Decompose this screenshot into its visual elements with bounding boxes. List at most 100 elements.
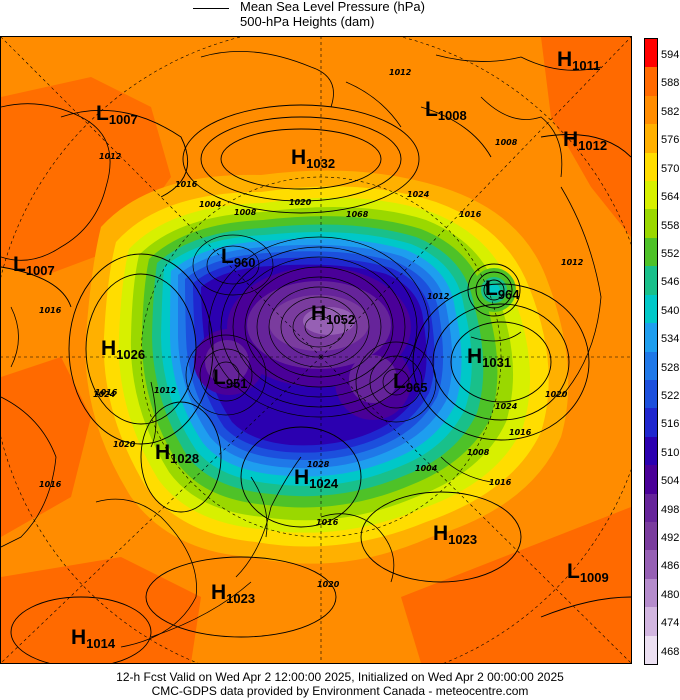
colorbar-swatch (645, 294, 657, 324)
height-486-core (303, 307, 355, 335)
colorbar-label: 480 (661, 588, 680, 601)
colorbar-swatch (645, 237, 657, 267)
colorbar-swatch (645, 266, 657, 296)
pressure-system: H1023 (211, 581, 256, 606)
forecast-map: 1012 1008 1016 1024 1004 1008 1020 1068 … (0, 36, 632, 664)
colorbar-label: 534 (661, 333, 680, 346)
pressure-system: L965 (393, 370, 428, 395)
isobar-label: 1024 (495, 402, 518, 411)
colorbar-swatch (645, 465, 657, 495)
pressure-system: L951 (213, 366, 248, 391)
colorbar-label: 504 (661, 475, 680, 488)
pressure-system: H1052 (311, 302, 356, 327)
legend-mslp-label: Mean Sea Level Pressure (hPa) (240, 0, 425, 14)
pressure-system: H1026 (101, 337, 146, 362)
pressure-system: L1008 (425, 98, 467, 123)
isobar-label: 1016 (489, 478, 512, 487)
colorbar-label: 552 (661, 247, 680, 260)
colorbar-label: 498 (661, 503, 680, 516)
isobar-label: 1008 (495, 138, 518, 147)
colorbar-label: 516 (661, 418, 680, 431)
graticule (1, 37, 631, 663)
isobar-label: 1012 (427, 292, 450, 301)
colorbar-label: 564 (661, 191, 680, 204)
colorbar-swatch (645, 39, 657, 68)
isobar-label: 1016 (95, 388, 118, 397)
colorbar-swatch (645, 408, 657, 438)
colorbar-swatch (645, 550, 657, 580)
map-legend: Mean Sea Level Pressure (hPa) 500-hPa He… (190, 0, 490, 32)
colorbar-swatch (645, 521, 657, 551)
isobar-line-key (193, 8, 229, 9)
isobar-label: 1020 (113, 440, 136, 449)
pressure-system: L1009 (567, 560, 609, 585)
isobar-label: 1012 (389, 68, 412, 77)
isobar-label: 1020 (545, 390, 568, 399)
colorbar-label: 546 (661, 276, 680, 289)
colorbar-swatch (645, 67, 657, 97)
colorbar-swatch (645, 436, 657, 466)
isobar-label: 1008 (234, 208, 257, 217)
isobar-label: 1016 (175, 180, 198, 189)
pressure-system: H1023 (433, 522, 478, 547)
coastlines (1, 50, 602, 648)
isobar-label: 1068 (346, 210, 369, 219)
map-canvas: 1012 1008 1016 1024 1004 1008 1020 1068 … (1, 37, 631, 663)
pressure-system: L1007 (96, 102, 138, 127)
pressure-system: H1024 (294, 466, 339, 491)
cutoff-low-cyan (488, 284, 500, 296)
low-pressure-isobars (185, 234, 437, 423)
colorbar-label: 486 (661, 560, 680, 573)
height-colorbar (644, 38, 658, 665)
colorbar-label: 594 (661, 49, 680, 62)
forecast-valid-caption: 12-h Fcst Valid on Wed Apr 2 12:00:00 20… (116, 670, 564, 684)
colorbar-swatch (645, 323, 657, 352)
colorbar-label: 540 (661, 304, 680, 317)
warm-region-w (1, 357, 91, 537)
colorbar-label: 492 (661, 532, 680, 544)
pressure-system: H1031 (467, 345, 512, 370)
colorbar-swatch (645, 379, 657, 409)
colorbar-label: 570 (661, 162, 680, 175)
pressure-system: L1007 (13, 253, 55, 278)
isobar-labels: 1012 1008 1016 1024 1004 1008 1020 1068 … (39, 68, 584, 589)
colorbar-swatch (645, 351, 657, 381)
colorbar-swatch (645, 152, 657, 182)
colorbar-swatch (645, 209, 657, 239)
height-498-lobe-s (349, 355, 397, 403)
pressure-system: H1028 (155, 441, 200, 466)
isobar-label: 1012 (99, 152, 122, 161)
data-credit-caption: CMC-GDPS data provided by Environment Ca… (151, 684, 529, 698)
colorbar-swatch (645, 635, 657, 665)
colorbar-label: 510 (661, 446, 680, 459)
pressure-system: L964 (485, 277, 520, 302)
isobar-label: 1024 (93, 390, 116, 399)
isobar-label: 1012 (561, 258, 584, 267)
warm-region-se (401, 507, 631, 663)
isobar-label: 1020 (317, 580, 340, 589)
isobars (1, 104, 631, 663)
colorbar-swatch (645, 181, 657, 210)
legend-500hpa-label: 500-hPa Heights (dam) (240, 14, 375, 29)
colorbar-label: 582 (661, 105, 680, 118)
pressure-system: H1012 (563, 128, 608, 153)
colorbar-swatch (645, 124, 657, 154)
isobar-label: 1012 (154, 386, 177, 395)
colorbar-label: 522 (661, 389, 680, 402)
pressure-system: H1014 (71, 626, 116, 651)
isobar-label: 1020 (289, 198, 312, 207)
warm-region-ne (541, 37, 631, 237)
isobar-label: 1016 (39, 480, 62, 489)
isobar-label: 1016 (316, 518, 339, 527)
colorbar-label: 558 (661, 219, 680, 232)
colorbar-swatch (645, 493, 657, 523)
colorbar-swatch (645, 607, 657, 637)
isobar-label: 1016 (459, 210, 482, 219)
colorbar-label: 576 (661, 134, 680, 147)
colorbar-label: 588 (661, 77, 680, 90)
isobar-label: 1016 (39, 306, 62, 315)
pressure-system: L960 (221, 245, 256, 270)
colorbar-label: 474 (661, 617, 680, 630)
colorbar-label: 468 (661, 645, 680, 658)
isobar-label: 1028 (307, 460, 330, 469)
